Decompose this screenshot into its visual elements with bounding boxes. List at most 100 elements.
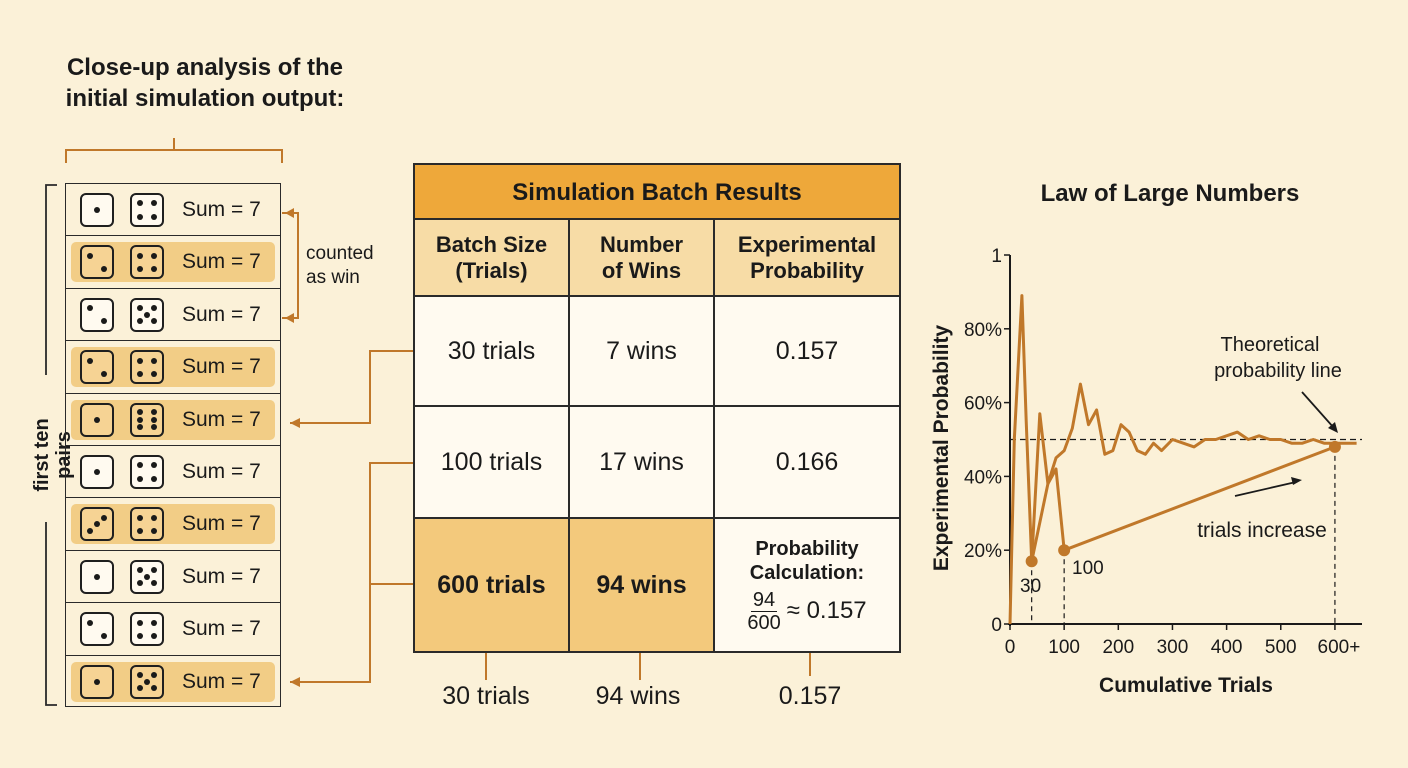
y-tick-label: 20% (964, 541, 1002, 562)
die-pip (137, 671, 144, 678)
dice-pair-list: Sum = 7 Sum = 7 Sum = 7 Sum = 7 Sum = 7 Sum =… (65, 183, 281, 707)
die-face-icon (130, 612, 164, 647)
sum-label: Sum = 7 (182, 512, 261, 536)
die-face-icon (80, 297, 114, 332)
sum-label: Sum = 7 (182, 407, 261, 431)
connector-30 (290, 350, 428, 424)
y-tick-label: 1 (991, 246, 1002, 267)
die-pip (150, 619, 157, 626)
header-batch-size-text: Batch Size (Trials) (435, 231, 548, 283)
theoretical-label-line2: probability line (1214, 360, 1342, 382)
cell-r2-trials: 100 trials (415, 407, 570, 519)
die-face-icon (80, 559, 114, 594)
die-pip (100, 370, 107, 377)
die-face-icon (80, 350, 114, 385)
top-bracket (65, 138, 283, 163)
x-tick-label: 100 (1048, 637, 1080, 658)
die-face-icon (130, 664, 164, 699)
die-face-icon (80, 193, 114, 227)
dice-pair-row: Sum = 7 (66, 498, 280, 551)
die-pip (100, 265, 107, 272)
calc-result: ≈ 0.157 (786, 597, 867, 624)
die-pip (144, 573, 150, 580)
die-pip (100, 514, 107, 521)
die-pip (150, 685, 157, 692)
die-pip (87, 527, 94, 534)
dice-pair-row: Sum = 7 (66, 551, 280, 604)
header-probability-text: Experimental Probability (737, 231, 877, 283)
table-title: Simulation Batch Results (415, 165, 899, 220)
die-face-icon (130, 507, 164, 542)
calc-formula: 94 600 ≈ 0.157 (747, 589, 866, 634)
dice-pair-row: Sum = 7 (66, 603, 280, 656)
dice-pair-row: Sum = 7 (66, 289, 280, 342)
die-pip (87, 619, 94, 626)
die-face-icon (80, 612, 114, 647)
x-tick-label: 0 (1005, 637, 1016, 658)
die-pip (137, 265, 144, 272)
die-pip (150, 514, 157, 521)
trials-pointer (1234, 481, 1297, 497)
connector-30-arrowhead (290, 418, 300, 428)
sum-label: Sum = 7 (182, 564, 261, 588)
chart-ylabel: Experimental Probability (930, 325, 953, 572)
die-pip (137, 318, 144, 325)
y-tick-label: 60% (964, 394, 1002, 415)
die-pip (150, 424, 157, 431)
die-face-icon (80, 245, 114, 280)
sum-label: Sum = 7 (182, 669, 261, 693)
sum-label: Sum = 7 (182, 617, 261, 641)
die-pip (137, 619, 144, 626)
y-tick-label: 80% (964, 320, 1002, 341)
left-panel-title: Close-up analysis of the initial simulat… (40, 52, 370, 114)
below-label-wins: 94 wins (595, 682, 681, 710)
header-wins-text: Number of Wins (599, 231, 684, 283)
calc-denominator: 600 (747, 611, 781, 634)
die-face-icon (80, 664, 114, 699)
cell-r1-trials: 30 trials (415, 297, 570, 407)
die-face-icon (130, 559, 164, 594)
die-pip (150, 475, 157, 482)
die-pip (137, 408, 144, 415)
die-face-icon (80, 455, 114, 489)
die-pip (137, 252, 144, 259)
cell-r1-wins: 7 wins (570, 297, 715, 407)
data-marker (1025, 555, 1038, 568)
batch-results-table: Simulation Batch Results Batch Size (Tri… (413, 163, 901, 653)
die-pip (150, 252, 157, 259)
die-pip (94, 207, 100, 213)
die-pip (150, 527, 157, 534)
die-face-icon (80, 507, 114, 542)
calc-fraction: 94 600 (747, 589, 780, 634)
marker-100-label: 100 (1072, 558, 1104, 579)
die-face-icon (80, 402, 114, 437)
die-pip (137, 200, 144, 207)
die-pip (94, 678, 100, 685)
die-pip (150, 357, 157, 364)
die-face-icon (130, 297, 164, 332)
die-pip (87, 357, 94, 364)
side-bracket (45, 184, 57, 706)
die-face-icon (130, 455, 164, 489)
die-pip (94, 521, 100, 528)
die-face-icon (130, 402, 164, 437)
cell-r3-trials: 600 trials (415, 519, 570, 651)
theoretical-pointer (1301, 391, 1335, 429)
die-pip (94, 469, 100, 475)
sum-label: Sum = 7 (182, 250, 261, 274)
die-pip (150, 265, 157, 272)
below-label-trials: 30 trials (442, 682, 530, 710)
die-pip (150, 370, 157, 377)
die-pip (137, 632, 144, 639)
dice-pair-row: Sum = 7 (66, 656, 280, 708)
chart-series (1008, 294, 1357, 625)
die-pip (150, 213, 157, 220)
header-wins: Number of Wins (570, 220, 715, 297)
die-pip (150, 580, 157, 587)
probability-calculation-cell: Probability Calculation: 94 600 ≈ 0.157 (715, 519, 899, 651)
die-pip (87, 305, 94, 312)
die-pip (150, 305, 157, 312)
die-pip (137, 424, 144, 431)
connector-100-arrowhead (290, 677, 300, 687)
left-title-line2: initial simulation output: (65, 85, 345, 112)
